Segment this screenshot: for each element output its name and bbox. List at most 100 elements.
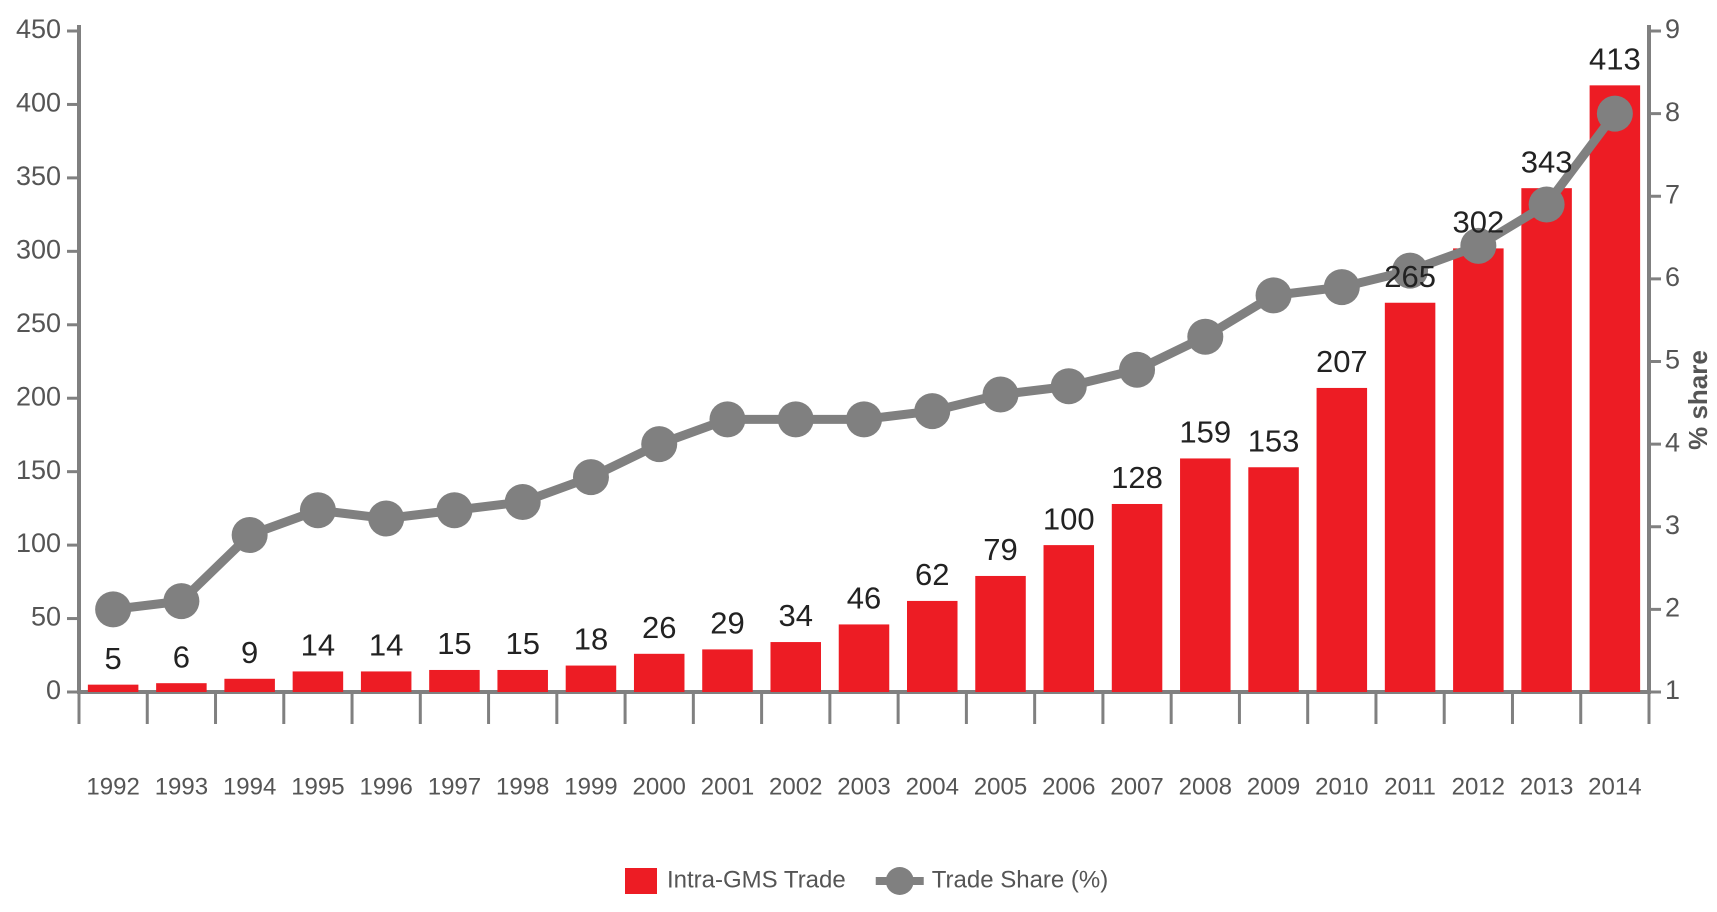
y-tick-label: 400 [16, 88, 61, 118]
data-label: 100 [1043, 501, 1095, 536]
data-label: 15 [437, 626, 471, 661]
x-tick-label: 2000 [633, 773, 686, 800]
x-tick-label: 1994 [223, 773, 276, 800]
data-label: 207 [1316, 344, 1368, 379]
data-label: 62 [915, 557, 949, 592]
legend-label: Trade Share (%) [932, 866, 1109, 893]
y-tick-label: 300 [16, 234, 61, 264]
data-label: 159 [1179, 415, 1231, 450]
y-tick-label: 200 [16, 381, 61, 411]
x-tick-label: 2005 [974, 773, 1027, 800]
x-tick-label: 2008 [1179, 773, 1232, 800]
data-label: 5 [105, 641, 122, 676]
x-tick-label: 2010 [1315, 773, 1368, 800]
bar [1316, 387, 1368, 692]
bar [429, 669, 480, 692]
y2-tick-label: 5 [1665, 345, 1680, 375]
y-tick-label: 350 [16, 161, 61, 191]
x-tick-label: 1996 [359, 773, 412, 800]
y2-axis-label: % share [1683, 350, 1713, 450]
bar [633, 653, 685, 692]
y2-tick-label: 9 [1665, 14, 1680, 44]
bar [156, 683, 207, 692]
bar [1180, 458, 1231, 692]
y2-tick-label: 1 [1665, 675, 1680, 705]
bar [565, 665, 617, 692]
data-label: 6 [173, 639, 190, 674]
bar [1453, 248, 1504, 692]
data-label: 29 [710, 606, 744, 641]
data-label: 153 [1248, 423, 1300, 458]
line-marker [231, 517, 268, 554]
bar [770, 642, 821, 692]
line-marker [1187, 318, 1224, 355]
x-tick-label: 2003 [837, 773, 890, 800]
x-tick-label: 2013 [1520, 773, 1573, 800]
x-tick-label: 1999 [564, 773, 617, 800]
y2-tick-label: 2 [1665, 593, 1680, 623]
data-label: 302 [1452, 205, 1504, 240]
line-marker [1392, 252, 1429, 289]
data-label: 413 [1589, 42, 1641, 77]
line-marker [1119, 351, 1156, 388]
line-marker [777, 401, 814, 438]
bar [1111, 503, 1163, 692]
x-tick-label: 2002 [769, 773, 822, 800]
y-tick-label: 150 [16, 455, 61, 485]
y2-tick-label: 7 [1665, 179, 1680, 209]
line-marker [436, 492, 473, 529]
bar [1384, 302, 1436, 692]
line-marker [95, 591, 132, 628]
data-label: 46 [847, 581, 881, 616]
line-marker [1323, 269, 1360, 306]
x-tick-label: 2007 [1110, 773, 1163, 800]
x-tick-label: 2011 [1384, 773, 1436, 800]
bar [702, 649, 753, 692]
bar [1043, 545, 1095, 692]
x-tick-label: 1995 [291, 773, 344, 800]
line-marker [982, 376, 1019, 413]
legend-swatch-marker [885, 867, 914, 895]
data-label: 265 [1384, 259, 1436, 294]
x-tick-label: 2004 [906, 773, 959, 800]
line-marker [504, 483, 541, 520]
y-tick-label: 250 [16, 308, 61, 338]
x-tick-label: 1997 [428, 773, 481, 800]
y2-tick-label: 8 [1665, 97, 1680, 127]
data-label: 14 [301, 628, 335, 663]
legend-label: Intra-GMS Trade [667, 866, 846, 893]
bar [497, 669, 548, 692]
bar [1248, 467, 1299, 692]
x-tick-label: 2014 [1588, 773, 1641, 800]
x-tick-label: 2006 [1042, 773, 1095, 800]
bar [360, 671, 412, 692]
data-label: 34 [778, 598, 812, 633]
bar [292, 671, 344, 692]
y-tick-label: 50 [31, 602, 61, 632]
legend-swatch [625, 868, 657, 894]
x-tick-label: 1998 [496, 773, 549, 800]
x-tick-label: 1993 [155, 773, 208, 800]
data-label: 26 [642, 610, 676, 645]
x-tick-label: 1992 [86, 773, 139, 800]
y-tick-label: 0 [46, 675, 61, 705]
bar [224, 678, 275, 692]
y2-tick-label: 6 [1665, 262, 1680, 292]
y-tick-label: 450 [16, 14, 61, 44]
line-marker [1050, 368, 1087, 405]
data-label: 15 [505, 626, 539, 661]
data-label: 9 [241, 635, 258, 670]
data-label: 128 [1111, 460, 1163, 495]
line-marker [641, 426, 678, 463]
line-marker [1255, 277, 1292, 314]
line-marker [299, 492, 336, 529]
line-marker [163, 583, 200, 620]
line-marker [709, 401, 746, 438]
line-marker [368, 500, 405, 537]
bar [907, 600, 958, 692]
x-tick-label: 2012 [1452, 773, 1505, 800]
bar [1589, 85, 1641, 693]
line-marker [1460, 227, 1497, 264]
data-label: 79 [983, 532, 1017, 567]
x-tick-label: 2001 [701, 773, 754, 800]
